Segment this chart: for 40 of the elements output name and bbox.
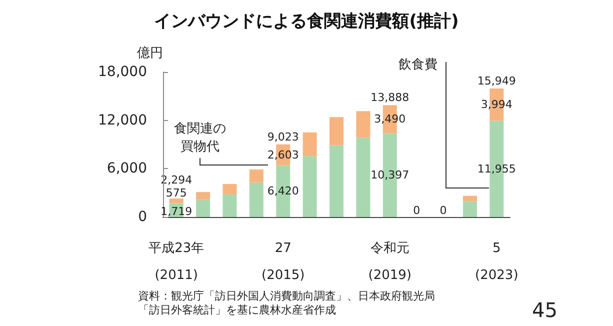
bar [330,117,344,146]
bar [196,192,210,200]
data-label: 11,955 [477,162,516,176]
bar [196,199,210,217]
total-label: 2,294 [160,174,192,187]
bar [249,169,264,182]
data-label: 1,719 [160,205,192,218]
y-axis-title: 億円 [137,46,163,61]
x-tick-label: 27 (2015) [262,241,305,283]
bar [462,201,477,217]
bar [222,194,237,217]
bar [356,111,370,138]
data-label: 10,397 [370,168,410,182]
total-label: 15,949 [477,74,516,88]
text: 食関連の買物代 [174,122,226,154]
x-tick-label: 平成23年 (2011) [148,241,204,283]
bar [462,196,477,202]
bar [169,198,184,204]
bar [302,156,317,217]
y-tick-label: 0 [138,209,147,225]
bar [222,184,237,194]
bar [356,138,370,217]
bar [249,182,264,217]
text: 45 [532,298,558,322]
bar [330,145,344,217]
total-label: 13,888 [370,91,410,104]
text: 資料：観光庁「訪日外国人消費動向調査」、日本政府観光局「訪日外客統計」を基に農林水産省作成 [138,290,435,316]
x-tick-label: 5 (2023) [475,241,518,283]
text: 飲食費 [398,58,438,72]
y-tick-label: 6,000 [106,160,147,177]
data-label: 6,420 [267,184,299,198]
bar [302,132,317,156]
data-label: 0 [413,204,420,217]
y-tick-label: 18,000 [98,64,147,80]
total-label: 9,023 [267,130,299,144]
data-label: 0 [440,204,447,217]
y-tick-label: 12,000 [98,112,147,128]
data-label: 575 [166,186,187,200]
x-tick-label: 令和元 (2019) [368,241,412,283]
chart-title: インバウンドによる食関連消費額(推計) [154,12,459,32]
